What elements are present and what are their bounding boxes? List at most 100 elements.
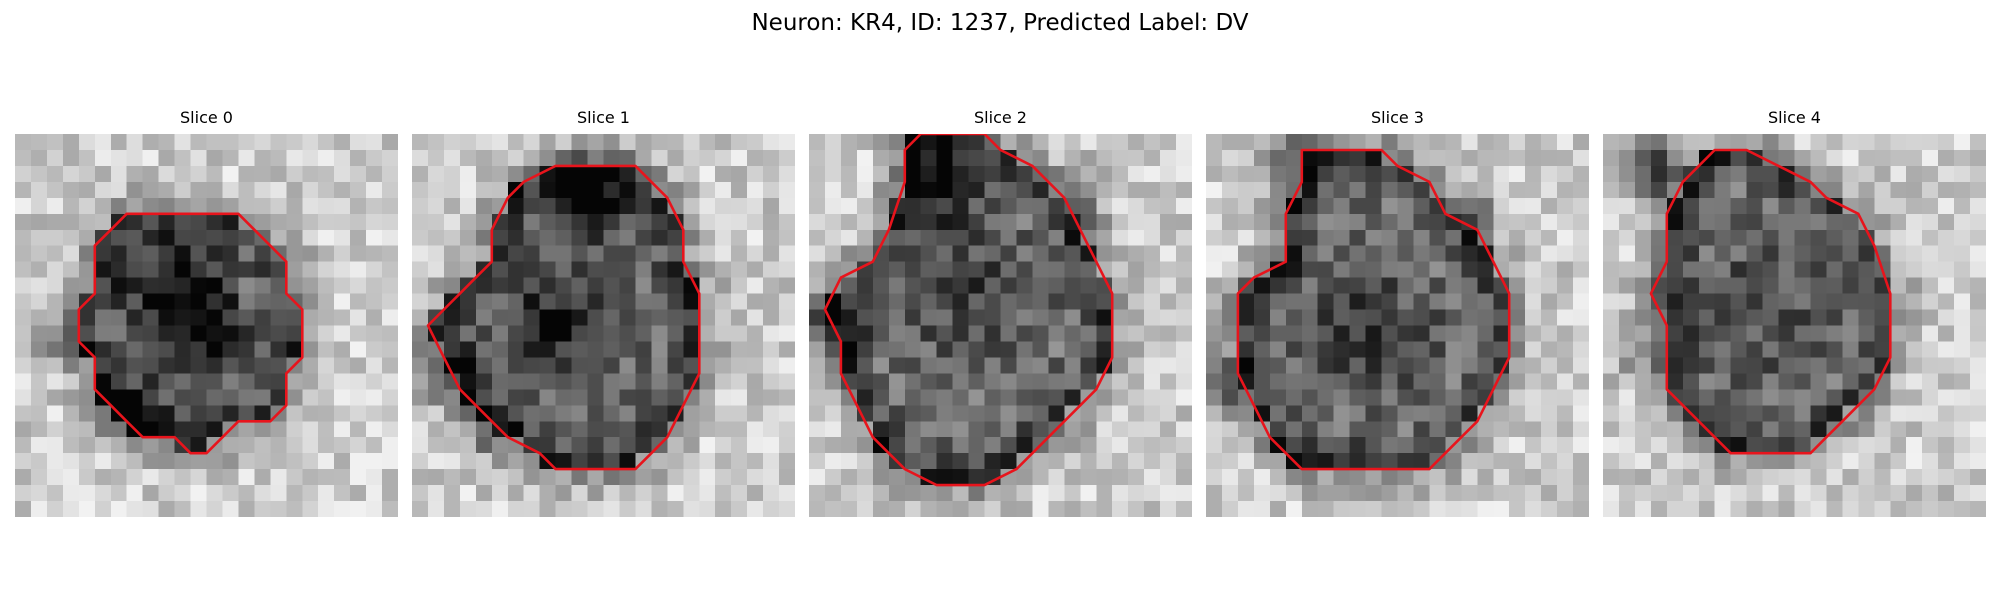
pixel <box>1970 421 1986 438</box>
pixel <box>1001 326 1018 343</box>
pixel <box>1493 501 1510 517</box>
pixel <box>350 262 367 279</box>
pixel <box>412 134 429 151</box>
pixel <box>1573 453 1589 470</box>
pixel <box>1413 389 1430 406</box>
pixel <box>540 469 557 486</box>
pixel <box>1890 357 1907 374</box>
pixel <box>1334 326 1351 343</box>
pixel <box>1366 134 1383 151</box>
pixel <box>1238 182 1255 199</box>
pixel <box>270 453 287 470</box>
pixel <box>63 421 80 438</box>
pixel <box>1048 469 1065 486</box>
pixel <box>1557 469 1574 486</box>
pixel <box>1398 246 1415 263</box>
pixel <box>1016 262 1033 279</box>
pixel <box>47 230 64 247</box>
pixel <box>175 246 192 263</box>
pixel <box>302 326 319 343</box>
pixel <box>1651 246 1668 263</box>
pixel <box>1048 150 1065 167</box>
pixel <box>809 373 826 390</box>
pixel <box>572 310 589 327</box>
pixel <box>1318 230 1335 247</box>
pixel <box>334 214 351 231</box>
pixel <box>1096 134 1113 151</box>
pixel <box>318 246 335 263</box>
pixel <box>1763 166 1780 183</box>
pixel <box>588 182 605 199</box>
pixel <box>1826 262 1843 279</box>
pixel <box>667 182 684 199</box>
pixel <box>635 278 652 295</box>
pixel <box>699 310 716 327</box>
pixel <box>238 326 255 343</box>
pixel <box>1779 437 1796 454</box>
pixel <box>1906 246 1923 263</box>
pixel <box>334 341 351 358</box>
pixel <box>1667 485 1684 502</box>
pixel <box>1001 485 1018 502</box>
pixel <box>953 310 970 327</box>
pixel <box>334 421 351 438</box>
pixel <box>1779 453 1796 470</box>
pixel <box>1699 262 1716 279</box>
pixel <box>159 214 176 231</box>
pixel <box>1254 214 1271 231</box>
pixel <box>635 230 652 247</box>
pixel <box>254 485 271 502</box>
pixel <box>492 341 509 358</box>
pixel <box>111 421 128 438</box>
pixel <box>1398 262 1415 279</box>
pixel <box>763 310 780 327</box>
pixel <box>1509 278 1526 295</box>
pixel <box>1413 182 1430 199</box>
pixel <box>63 278 80 295</box>
pixel <box>1619 166 1636 183</box>
pixel <box>1254 198 1271 215</box>
pixel <box>1413 421 1430 438</box>
pixel <box>604 150 621 167</box>
pixel <box>699 373 716 390</box>
pixel <box>159 373 176 390</box>
pixel <box>1366 501 1383 517</box>
pixel <box>1334 469 1351 486</box>
pixel <box>222 198 239 215</box>
pixel <box>334 469 351 486</box>
pixel <box>366 326 383 343</box>
pixel <box>111 389 128 406</box>
pixel <box>1016 214 1033 231</box>
pixel <box>1795 230 1812 247</box>
pixel <box>1922 469 1939 486</box>
pixel <box>873 134 890 151</box>
pixel <box>747 437 764 454</box>
pixel <box>1619 262 1636 279</box>
pixel <box>825 182 842 199</box>
pixel <box>1001 230 1018 247</box>
pixel <box>1731 294 1748 311</box>
pixel <box>1382 310 1399 327</box>
pixel <box>524 278 541 295</box>
pixel <box>857 437 874 454</box>
pixel <box>1493 326 1510 343</box>
pixel <box>1603 262 1620 279</box>
pixel <box>1619 357 1636 374</box>
pixel <box>651 469 668 486</box>
pixel <box>428 485 445 502</box>
pixel <box>1160 230 1177 247</box>
pixel <box>1144 389 1161 406</box>
pixel <box>1509 294 1526 311</box>
pixel <box>841 469 858 486</box>
pixel <box>985 389 1002 406</box>
pixel <box>572 469 589 486</box>
figure-title: Neuron: KR4, ID: 1237, Predicted Label: … <box>0 8 2000 38</box>
pixel <box>1382 294 1399 311</box>
pixel <box>159 246 176 263</box>
pixel <box>604 262 621 279</box>
pixel <box>572 437 589 454</box>
pixel <box>254 246 271 263</box>
pixel <box>382 278 398 295</box>
pixel <box>731 341 748 358</box>
pixel <box>1541 437 1558 454</box>
